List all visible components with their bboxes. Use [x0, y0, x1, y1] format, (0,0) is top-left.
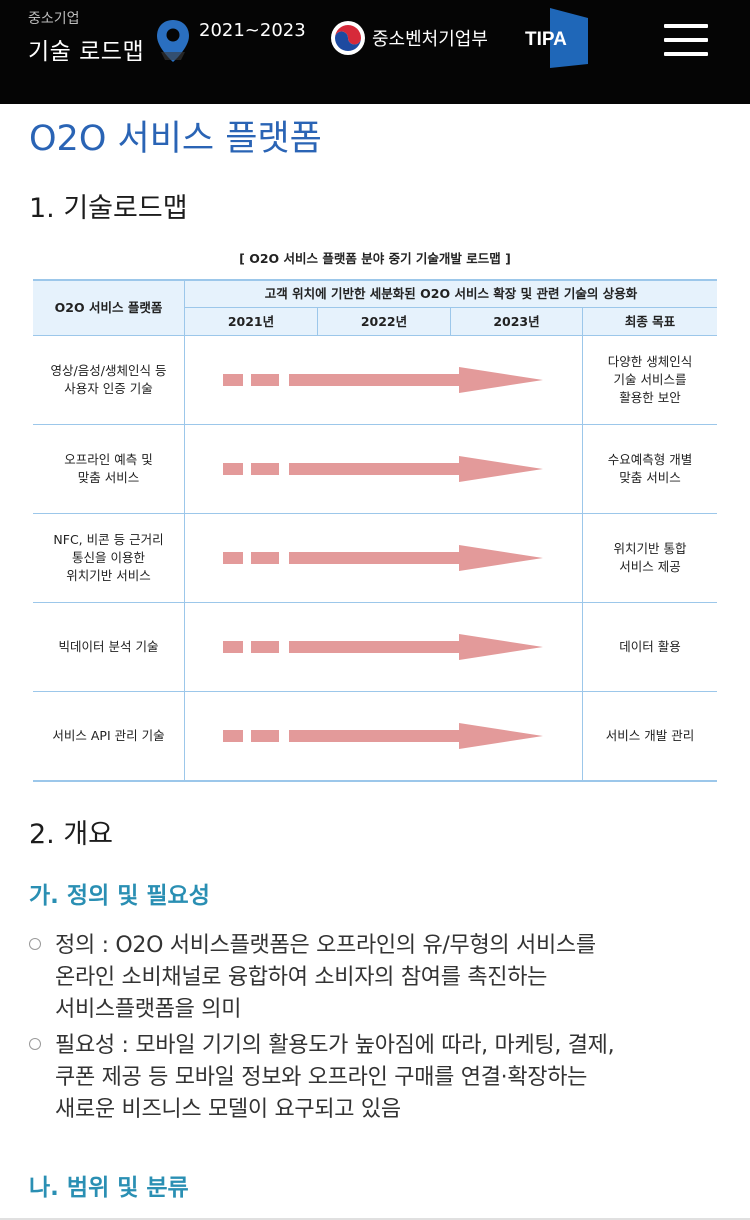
roadmap-tech-line: 서비스 API 관리 기술 [52, 728, 165, 743]
roadmap-tech-line: 맞춤 서비스 [77, 470, 140, 485]
roadmap-goal: 고객 위치에 기반한 세분화된 O2O 서비스 확장 및 관련 기술의 상용화 [264, 286, 638, 301]
bullet-circle-icon [29, 938, 41, 950]
bottom-divider [0, 1218, 750, 1220]
taegeuk-emblem-icon [331, 21, 365, 55]
roadmap-target-line: 활용한 보안 [619, 390, 681, 405]
roadmap-row-header: O2O 서비스 플랫폼 [54, 300, 163, 315]
svg-text:TIPA: TIPA [525, 29, 567, 50]
menu-icon-bar [664, 52, 708, 56]
roadmap-target-line: 위치기반 통합 [613, 541, 687, 556]
roadmap-tech-line: 빅데이터 분석 기술 [58, 639, 159, 654]
bullet-text: 정의 : O2O 서비스플랫폼은 오프라인의 유/무형의 서비스를 온라인 소비… [55, 930, 727, 1026]
roadmap-tech-cell: 서비스 API 관리 기술 [33, 692, 184, 780]
logo-title: 기술 로드맵 [28, 39, 145, 65]
roadmap-final-target-header: 최종 목표 [624, 313, 676, 329]
roadmap-target-cell: 서비스 개발 관리 [583, 692, 717, 780]
roadmap-tech-line: 사용자 인증 기술 [64, 381, 153, 396]
roadmap-arrow-icon [223, 634, 543, 660]
roadmap-tech-cell: 빅데이터 분석 기술 [33, 603, 184, 691]
location-pin-icon [157, 20, 189, 62]
ministry-logo[interactable]: 중소벤처기업부 [330, 20, 488, 56]
logo-subtitle: 중소기업 [28, 11, 80, 27]
menu-icon-bar [664, 38, 708, 42]
roadmap-header-background [33, 281, 184, 335]
site-header: 중소기업 기술 로드맵 2021~2023 중소벤처기업부 TIPA [0, 0, 750, 104]
menu-icon-bar [664, 24, 708, 28]
bullet-line: 서비스플랫폼을 의미 [55, 997, 242, 1022]
roadmap-divider [33, 513, 717, 514]
roadmap-years: 2021~2023 [199, 20, 306, 41]
roadmap-target-line: 기술 서비스를 [613, 372, 687, 387]
bullet-line: 쿠폰 제공 등 모바일 정보와 오프라인 구매를 연결·확장하는 [55, 1065, 588, 1090]
roadmap-bottom-border [33, 780, 717, 782]
roadmap-year-2023: 2023년 [493, 313, 540, 329]
roadmap-divider [33, 602, 717, 603]
roadmap-target-line: 수요예측형 개별 [607, 452, 693, 467]
bullet-line: 정의 : O2O 서비스플랫폼은 오프라인의 유/무형의 서비스를 [55, 933, 596, 958]
roadmap-divider [185, 307, 717, 308]
roadmap-tech-line: 오프라인 예측 및 [64, 452, 153, 467]
roadmap-tech-line: 통신을 이용한 [72, 550, 145, 565]
tipa-logo-icon[interactable]: TIPA [524, 8, 588, 68]
roadmap-arrow-icon [223, 723, 543, 749]
roadmap-divider [317, 307, 318, 335]
roadmap-target-cell: 수요예측형 개별 맞춤 서비스 [583, 425, 717, 513]
roadmap-top-border [33, 279, 717, 281]
roadmap-table: O2O 서비스 플랫폼 고객 위치에 기반한 세분화된 O2O 서비스 확장 및… [33, 279, 717, 782]
roadmap-divider [33, 424, 717, 425]
bullet-text: 필요성 : 모바일 기기의 활용도가 높아짐에 따라, 마케팅, 결제, 쿠폰 … [55, 1030, 727, 1126]
roadmap-divider [33, 691, 717, 692]
roadmap-target-line: 서비스 개발 관리 [605, 728, 695, 743]
roadmap-divider [33, 335, 717, 336]
roadmap-tech-cell: NFC, 비콘 등 근거리 통신을 이용한 위치기반 서비스 [33, 514, 184, 602]
subsection-title-definition: 가. 정의 및 필요성 [29, 883, 210, 909]
roadmap-year-2021: 2021년 [227, 313, 275, 329]
roadmap-target-line: 데이터 활용 [619, 639, 681, 654]
roadmap-tech-line: NFC, 비콘 등 근거리 [53, 532, 164, 547]
roadmap-target-line: 다양한 생체인식 [607, 354, 693, 369]
bullet-circle-icon [29, 1038, 41, 1050]
roadmap-caption: [ O2O 서비스 플랫폼 분야 중기 기술개발 로드맵 ] [239, 251, 511, 266]
page-title: O2O 서비스 플랫폼 [29, 119, 322, 159]
roadmap-target-line: 맞춤 서비스 [619, 470, 681, 485]
roadmap-divider [582, 307, 583, 780]
section-title-roadmap: 1. 기술로드맵 [29, 193, 188, 224]
bullet-line: 필요성 : 모바일 기기의 활용도가 높아짐에 따라, 마케팅, 결제, [55, 1033, 615, 1058]
roadmap-tech-cell: 오프라인 예측 및 맞춤 서비스 [33, 425, 184, 513]
section-title-overview: 2. 개요 [29, 819, 114, 850]
roadmap-year-2022: 2022년 [360, 313, 408, 329]
subsection-title-scope: 나. 범위 및 분류 [29, 1175, 189, 1201]
bullet-line: 온라인 소비채널로 융합하여 소비자의 참여를 촉진하는 [55, 965, 548, 990]
roadmap-arrow-icon [223, 545, 543, 571]
menu-button[interactable] [664, 22, 708, 58]
roadmap-tech-line: 위치기반 서비스 [66, 568, 151, 583]
roadmap-divider [450, 307, 451, 335]
roadmap-target-line: 서비스 제공 [619, 559, 681, 574]
roadmap-arrow-icon [223, 456, 543, 482]
roadmap-tech-cell: 영상/음성/생체인식 등 사용자 인증 기술 [33, 336, 184, 424]
roadmap-target-cell: 데이터 활용 [583, 603, 717, 691]
roadmap-target-cell: 위치기반 통합 서비스 제공 [583, 514, 717, 602]
roadmap-tech-line: 영상/음성/생체인식 등 [50, 363, 167, 378]
roadmap-header-background [185, 281, 717, 335]
roadmap-target-cell: 다양한 생체인식 기술 서비스를 활용한 보안 [583, 336, 717, 424]
ministry-name: 중소벤처기업부 [372, 29, 488, 50]
roadmap-divider [184, 281, 185, 780]
roadmap-arrow-icon [223, 367, 543, 393]
bullet-line: 새로운 비즈니스 모델이 요구되고 있음 [55, 1097, 401, 1122]
